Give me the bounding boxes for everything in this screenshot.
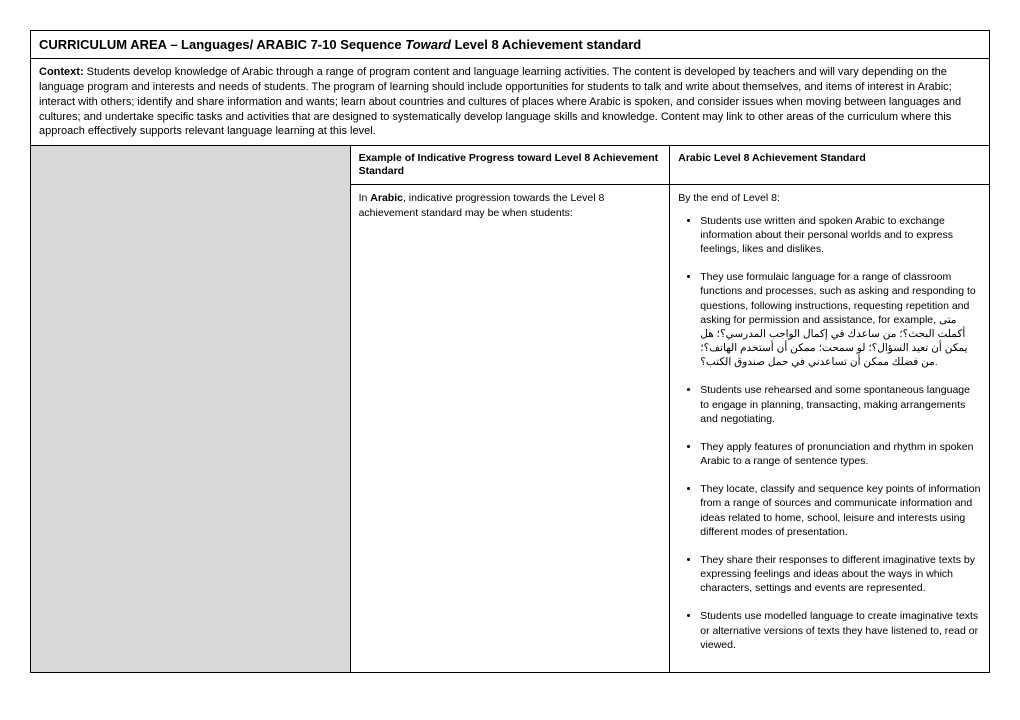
bullet-item: Students use rehearsed and some spontane… <box>700 383 981 426</box>
title-prefix: CURRICULUM AREA – Languages/ ARABIC 7-10… <box>39 37 405 52</box>
bullet-item: Students use modelled language to create… <box>700 609 981 652</box>
mid-bold: Arabic <box>370 192 403 204</box>
bullet-item: They use formulaic language for a range … <box>700 270 981 369</box>
title-italic: Toward <box>405 37 451 52</box>
context-row: Context: Students develop knowledge of A… <box>31 59 990 146</box>
header-mid-text: Example of Indicative Progress toward Le… <box>359 152 659 177</box>
left-gray-cell <box>31 146 351 673</box>
document-root: CURRICULUM AREA – Languages/ ARABIC 7-10… <box>30 30 990 673</box>
context-text: Students develop knowledge of Arabic thr… <box>39 66 961 137</box>
header-mid: Example of Indicative Progress toward Le… <box>350 146 670 185</box>
mid-prefix: In <box>359 192 371 204</box>
title-suffix: Level 8 Achievement standard <box>451 37 641 52</box>
right-intro: By the end of Level 8: <box>678 192 780 204</box>
bullet-item: Students use written and spoken Arabic t… <box>700 214 981 257</box>
header-right: Arabic Level 8 Achievement Standard <box>670 146 990 185</box>
right-body-cell: By the end of Level 8: Students use writ… <box>670 185 990 672</box>
bullet-item: They apply features of pronunciation and… <box>700 440 981 468</box>
achievement-bullets: Students use written and spoken Arabic t… <box>678 214 981 652</box>
curriculum-table: CURRICULUM AREA – Languages/ ARABIC 7-10… <box>30 30 990 673</box>
bullet-item: They share their responses to different … <box>700 553 981 596</box>
context-label: Context: <box>39 66 84 78</box>
mid-body-cell: In Arabic, indicative progression toward… <box>350 185 670 672</box>
title-row: CURRICULUM AREA – Languages/ ARABIC 7-10… <box>31 31 990 59</box>
header-right-text: Arabic Level 8 Achievement Standard <box>678 152 866 164</box>
bullet-item: They locate, classify and sequence key p… <box>700 482 981 539</box>
